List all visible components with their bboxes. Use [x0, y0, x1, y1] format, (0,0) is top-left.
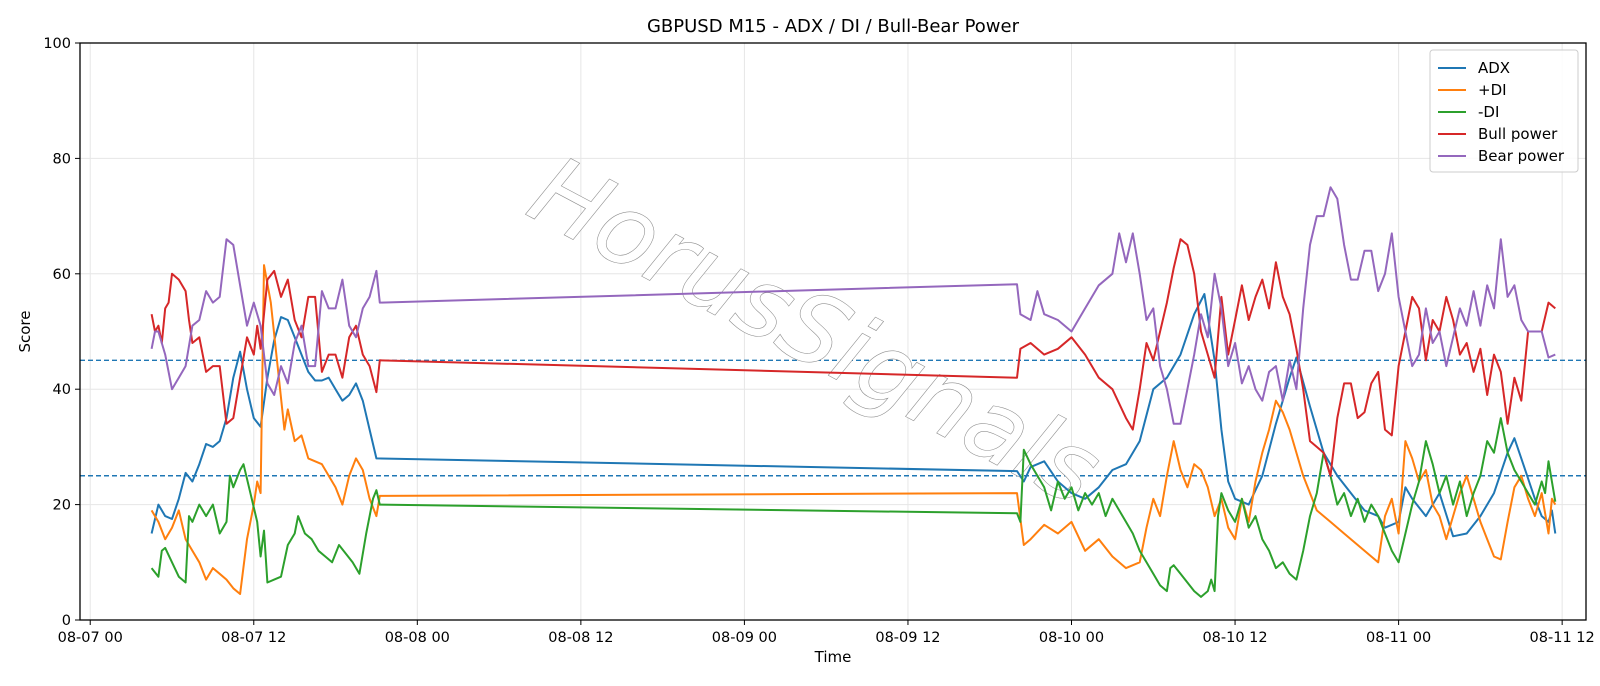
x-tick-label: 08-11 12 [1530, 630, 1595, 646]
series-line-bear-power [150, 186, 1556, 425]
y-tick-label: 20 [53, 498, 71, 514]
legend-label: -DI [1478, 103, 1499, 121]
reference-lines [80, 359, 1586, 477]
grid [80, 42, 1586, 621]
chart-title: GBPUSD M15 - ADX / DI / Bull-Bear Power [647, 16, 1020, 37]
legend-label: +DI [1478, 81, 1507, 99]
y-tick-label: 60 [53, 267, 71, 283]
y-tick-label: 40 [53, 382, 71, 398]
plot-frame [79, 42, 1587, 621]
legend-box [1429, 49, 1579, 173]
y-tick-label: 100 [43, 36, 71, 52]
legend-label: Bear power [1478, 147, 1565, 165]
series-line-di [150, 264, 1557, 595]
y-tick-label: 0 [62, 613, 71, 629]
x-tick-label: 08-09 12 [875, 630, 940, 646]
legend-label: ADX [1478, 59, 1510, 77]
x-tick-label: 08-08 00 [385, 630, 450, 646]
x-tick-label: 08-10 12 [1202, 630, 1267, 646]
y-axis-title: Score [16, 310, 34, 352]
y-tick-label: 80 [53, 151, 71, 167]
legend: ADX +DI -DI Bull power Bear power [1429, 49, 1579, 173]
series-lines [150, 186, 1557, 598]
x-tick-label: 08-08 12 [548, 630, 613, 646]
x-tick-label: 08-10 00 [1039, 630, 1104, 646]
x-axis-title: Time [814, 648, 852, 666]
series-line-di [150, 417, 1557, 598]
series-line-adx [150, 293, 1557, 538]
x-tick-label: 08-09 00 [712, 630, 777, 646]
x-tick-label: 08-07 00 [58, 630, 123, 646]
x-tick-label: 08-07 12 [221, 630, 286, 646]
axis-ticks: 0 20 40 60 80 100 08-07 00 08-07 12 08-08 00 08-0… [43, 36, 1594, 646]
x-tick-label: 08-11 00 [1366, 630, 1431, 646]
legend-label: Bull power [1478, 125, 1558, 143]
series-line-bull-power [150, 238, 1556, 477]
